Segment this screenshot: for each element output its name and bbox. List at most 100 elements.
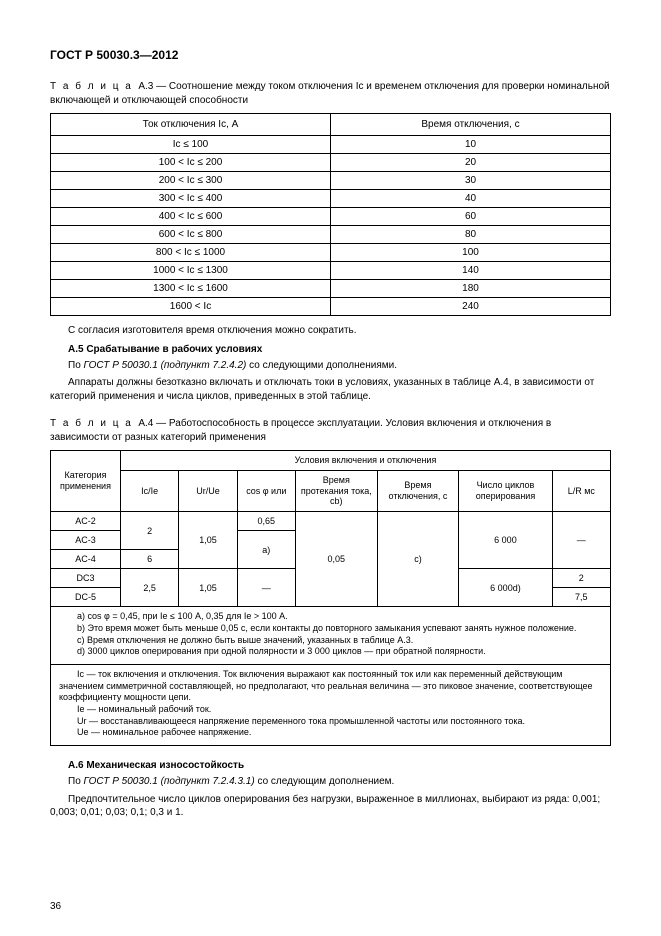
cell-lr: 7,5: [552, 588, 610, 607]
footnote-b: b) Это время может быть меньше 0,05 с, е…: [59, 623, 602, 635]
a5-p1: По ГОСТ Р 50030.1 (подпункт 7.2.4.2) со …: [50, 359, 611, 373]
table-a4-definitions: Iс — ток включения и отключения. Ток вкл…: [50, 665, 611, 746]
cell-icie: 2: [120, 512, 178, 550]
def-ie: Iе — номинальный рабочий ток.: [59, 704, 602, 716]
table-a4-footnotes: a) cos φ = 0,45, при Iе ≤ 100 А, 0,35 дл…: [50, 607, 611, 665]
cell-range: 300 < Iс ≤ 400: [51, 190, 331, 208]
cell-range: 100 < Iс ≤ 200: [51, 154, 331, 172]
note-after-a3: С согласия изготовителя время отключения…: [50, 324, 611, 338]
def-ur: Ur — восстанавливающееся напряжение пере…: [59, 716, 602, 728]
ref: ГОСТ Р 50030.1 (подпункт 7.2.4.2): [84, 360, 247, 371]
text: со следующим дополнением.: [255, 776, 395, 787]
cell-time: 20: [331, 154, 611, 172]
cell-lr: —: [552, 512, 610, 569]
table-a4-header-row-2: Iс/Iе Ur/Uе cos φ или Время протекания т…: [51, 470, 611, 511]
cell-time: 180: [331, 280, 611, 298]
cell-time: 10: [331, 136, 611, 154]
table-row: 600 < Iс ≤ 80080: [51, 226, 611, 244]
text: По: [68, 360, 84, 371]
footnote-c: c) Время отключения не должно быть выше …: [59, 635, 602, 647]
table-a4-caption: Т а б л и ц а А.4 — Работоспособность в …: [50, 417, 611, 444]
hdr-urue: Ur/Uе: [179, 470, 237, 511]
col-time: Время отключения, с: [331, 114, 611, 136]
cell-time: 80: [331, 226, 611, 244]
cell-cat: AC-3: [51, 531, 121, 550]
table-row: 800 < Iс ≤ 1000100: [51, 244, 611, 262]
table-row: 1000 < Iс ≤ 1300140: [51, 262, 611, 280]
cell-cat: DC-5: [51, 588, 121, 607]
table-a3-header-row: Ток отключения Iс, А Время отключения, с: [51, 114, 611, 136]
cell-icie: 2,5: [120, 569, 178, 607]
ref: ГОСТ Р 50030.1 (подпункт 7.2.4.3.1): [84, 776, 255, 787]
cell-cat: AC-4: [51, 550, 121, 569]
cell-cycles: 6 000d): [459, 569, 552, 607]
cell-range: 800 < Iс ≤ 1000: [51, 244, 331, 262]
cell-range: 600 < Iс ≤ 800: [51, 226, 331, 244]
caption-prefix: Т а б л и ц а: [50, 81, 133, 92]
table-row: 400 < Iс ≤ 60060: [51, 208, 611, 226]
table-a3: Ток отключения Iс, А Время отключения, с…: [50, 113, 611, 316]
footnote-a: a) cos φ = 0,45, при Iе ≤ 100 А, 0,35 дл…: [59, 611, 602, 623]
caption-num: А.4: [138, 418, 153, 429]
cell-cycles: 6 000: [459, 512, 552, 569]
caption-num: А.3: [138, 81, 153, 92]
section-a5-title: А.5 Срабатывание в рабочих условиях: [50, 344, 611, 355]
hdr-cos: cos φ или: [237, 470, 295, 511]
col-current: Ток отключения Iс, А: [51, 114, 331, 136]
table-row: 100 < Iс ≤ 20020: [51, 154, 611, 172]
cell-cos: a): [237, 531, 295, 569]
cell-range: Iс ≤ 100: [51, 136, 331, 154]
table-a4: Категория применения Условия включения и…: [50, 450, 611, 607]
hdr-icie: Iс/Iе: [120, 470, 178, 511]
table-a4-header-row-1: Категория применения Условия включения и…: [51, 451, 611, 471]
table-row: 200 < Iс ≤ 30030: [51, 172, 611, 190]
cell-time: 140: [331, 262, 611, 280]
section-a6-title: А.6 Механическая износостойкость: [50, 760, 611, 771]
text: По: [68, 776, 84, 787]
cell-urue: 1,05: [179, 569, 237, 607]
table-row: 300 < Iс ≤ 40040: [51, 190, 611, 208]
def-ue: Uе — номинальное рабочее напряжение.: [59, 727, 602, 739]
cell-cat: AC-2: [51, 512, 121, 531]
a6-p1: По ГОСТ Р 50030.1 (подпункт 7.2.4.3.1) с…: [50, 775, 611, 789]
cell-tprot: 0,05: [295, 512, 377, 607]
table-a3-caption: Т а б л и ц а А.3 — Соотношение между то…: [50, 80, 611, 107]
a5-p2: Аппараты должны безотказно включать и от…: [50, 376, 611, 403]
a6-p2: Предпочтительное число циклов оперирован…: [50, 793, 611, 820]
cell-range: 1600 < Iс: [51, 298, 331, 316]
hdr-tprot: Время протекания тока, сb): [295, 470, 377, 511]
def-ic: Iс — ток включения и отключения. Ток вкл…: [59, 669, 602, 704]
cell-icie: 6: [120, 550, 178, 569]
hdr-cycles: Число циклов оперирования: [459, 470, 552, 511]
cell-urue: 1,05: [179, 512, 237, 569]
cell-cos: —: [237, 569, 295, 607]
cell-time: 100: [331, 244, 611, 262]
table-row: 1300 < Iс ≤ 1600180: [51, 280, 611, 298]
page-number: 36: [50, 901, 61, 912]
cell-lr: 2: [552, 569, 610, 588]
cell-cat: DC3: [51, 569, 121, 588]
page-container: ГОСТ Р 50030.3—2012 Т а б л и ц а А.3 — …: [0, 0, 661, 936]
hdr-cat: Категория применения: [51, 451, 121, 512]
cell-range: 1000 < Iс ≤ 1300: [51, 262, 331, 280]
doc-title: ГОСТ Р 50030.3—2012: [50, 48, 611, 62]
table-row: Iс ≤ 10010: [51, 136, 611, 154]
cell-time: 40: [331, 190, 611, 208]
hdr-cond: Условия включения и отключения: [120, 451, 610, 471]
cell-range: 1300 < Iс ≤ 1600: [51, 280, 331, 298]
cell-toff: c): [377, 512, 459, 607]
table-row: 1600 < Iс240: [51, 298, 611, 316]
cell-time: 60: [331, 208, 611, 226]
hdr-toff: Время отключения, с: [377, 470, 459, 511]
cell-time: 30: [331, 172, 611, 190]
cell-range: 400 < Iс ≤ 600: [51, 208, 331, 226]
caption-rest: — Соотношение между током отключения Iс …: [50, 81, 610, 106]
table-row: AC-2 2 1,05 0,65 0,05 c) 6 000 —: [51, 512, 611, 531]
cell-time: 240: [331, 298, 611, 316]
footnote-d: d) 3000 циклов оперирования при одной по…: [59, 646, 602, 658]
cell-cos: 0,65: [237, 512, 295, 531]
hdr-lr: L/R мс: [552, 470, 610, 511]
caption-prefix: Т а б л и ц а: [50, 418, 133, 429]
text: со следующими дополнениями.: [246, 360, 397, 371]
cell-range: 200 < Iс ≤ 300: [51, 172, 331, 190]
